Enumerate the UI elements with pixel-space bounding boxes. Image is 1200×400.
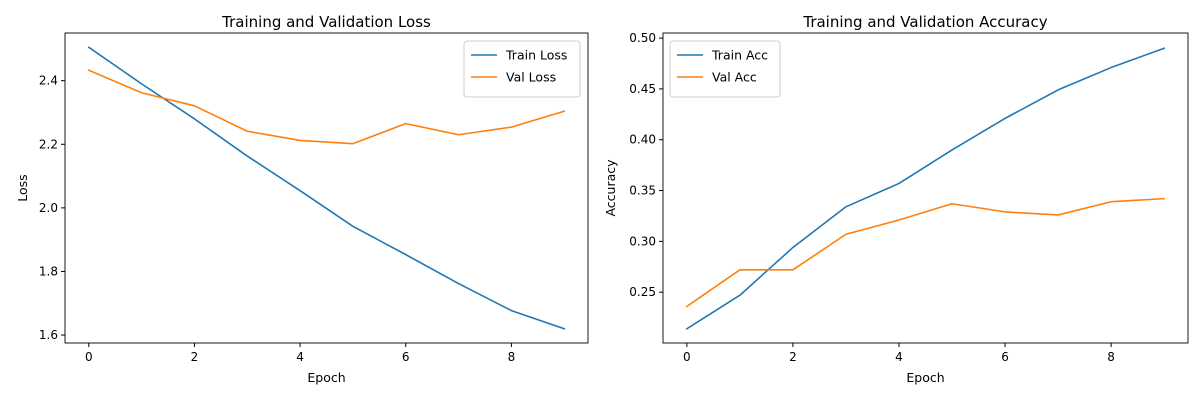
loss-x-tick-label: 8 [508,350,516,364]
loss-x-axis-label: Epoch [307,370,345,385]
accuracy-x-tick-label: 6 [1001,350,1009,364]
loss-series-line-0 [87,46,566,330]
loss-legend: Train Loss Val Loss [463,40,581,98]
loss-chart: Training and Validation Loss Epoch Loss … [15,13,589,385]
accuracy-chart: Training and Validation Accuracy Epoch A… [603,13,1189,385]
accuracy-y-tick-label: 0.45 [629,82,656,96]
loss-chart-title: Training and Validation Loss [221,13,431,31]
accuracy-y-axis-label: Accuracy [603,159,618,217]
loss-y-tick-label: 1.8 [39,264,58,278]
accuracy-legend: Train Acc Val Acc [669,40,781,98]
loss-x-tick-label: 6 [402,350,410,364]
accuracy-series-line-0 [685,47,1166,330]
accuracy-y-tick-label: 0.40 [629,133,656,147]
accuracy-series-line-1 [685,197,1165,308]
accuracy-x-tick-label: 2 [789,350,797,364]
loss-plot-frame [64,32,589,344]
accuracy-x-tick-label: 0 [683,350,691,364]
loss-x-tick-label: 0 [85,350,93,364]
accuracy-chart-title: Training and Validation Accuracy [802,13,1047,31]
accuracy-y-tick-label: 0.50 [629,31,656,45]
accuracy-plot-frame [662,32,1189,344]
accuracy-y-tick-label: 0.25 [629,285,656,299]
loss-legend-label-0: Train Loss [505,48,567,63]
accuracy-x-axis-label: Epoch [906,370,944,385]
loss-series-line-1 [87,69,566,145]
accuracy-y-tick-label: 0.35 [629,184,656,198]
loss-y-tick-label: 2.4 [39,74,58,88]
loss-legend-label-1: Val Loss [506,70,556,85]
loss-y-axis-label: Loss [15,174,30,201]
accuracy-x-tick-label: 4 [895,350,903,364]
loss-x-tick-label: 4 [296,350,304,364]
accuracy-legend-label-0: Train Acc [711,48,768,63]
loss-y-tick-label: 2.2 [39,137,58,151]
accuracy-x-tick-label: 8 [1107,350,1115,364]
accuracy-legend-label-1: Val Acc [712,70,757,85]
loss-y-tick-label: 2.0 [39,201,58,215]
loss-x-tick-label: 2 [191,350,199,364]
accuracy-y-tick-label: 0.30 [629,234,656,248]
loss-y-tick-label: 1.6 [39,328,58,342]
